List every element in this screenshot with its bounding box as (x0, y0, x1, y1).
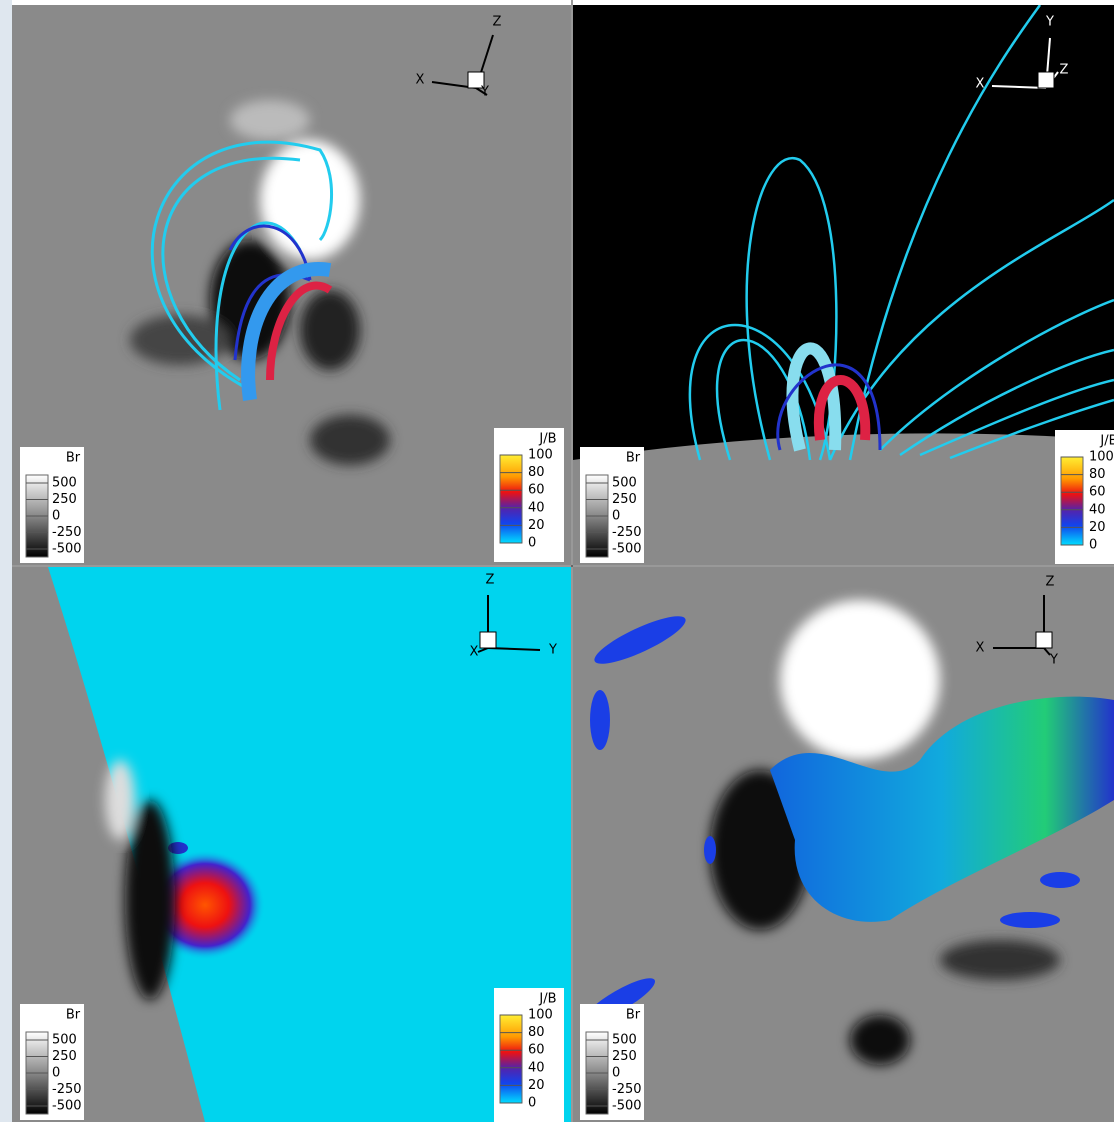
color-bar-label: 40 (528, 500, 545, 515)
axis-line (475, 87, 488, 96)
legend-title: J/B (538, 992, 556, 1007)
color-bar-label: 500 (612, 476, 637, 491)
axis-line (1043, 647, 1051, 656)
axis-label: X (416, 73, 425, 88)
panel-field-lines-top (12, 5, 571, 565)
color-bar-label: 100 (528, 1008, 553, 1023)
legend-title: Br (66, 1008, 81, 1023)
color-bar-label: 250 (612, 492, 637, 507)
axis-label: X (976, 641, 985, 656)
margin (0, 0, 12, 1122)
axis-label: Z (1060, 63, 1069, 78)
axis-cube (1037, 71, 1055, 89)
color-bar-label: -250 (52, 525, 82, 540)
color-bar-label: 60 (1089, 485, 1106, 500)
axis-label: Y (1049, 653, 1058, 668)
color-bar (1060, 456, 1084, 546)
color-bar-label: -500 (612, 542, 642, 557)
color-bar-label: 20 (1089, 520, 1106, 535)
color-bar-label: 0 (1089, 538, 1097, 553)
color-bar-label: 0 (528, 1096, 536, 1111)
color-bar-label: 0 (52, 1066, 60, 1081)
color-bar-label: 500 (52, 1033, 77, 1048)
color-bar-label: 0 (528, 536, 536, 551)
panel-field-lines-side (573, 5, 1114, 565)
axis-label: Z (1046, 575, 1055, 590)
color-bar-label: 0 (52, 509, 60, 524)
color-bar-label: 100 (1089, 450, 1114, 465)
axis-label: Z (493, 15, 502, 30)
color-bar-label: 20 (528, 518, 545, 533)
axis-label: Y (548, 643, 557, 658)
color-bar-label: 0 (612, 1066, 620, 1081)
legend-title: Br (626, 451, 641, 466)
color-bar-label: 60 (528, 483, 545, 498)
color-bar-label: 100 (528, 448, 553, 463)
color-bar (499, 454, 523, 544)
color-bar-label: -250 (612, 525, 642, 540)
color-bar-label: 250 (612, 1049, 637, 1064)
color-bar-label: -500 (52, 1099, 82, 1114)
axis-label: X (976, 77, 985, 92)
legend-title: Br (626, 1008, 641, 1023)
color-bar-label: 20 (528, 1078, 545, 1093)
axis-label: Z (486, 573, 495, 588)
axis-line (991, 85, 1047, 89)
color-bar-label: 80 (528, 465, 545, 480)
color-bar-label: 0 (612, 509, 620, 524)
color-bar-label: 500 (612, 1033, 637, 1048)
axis-cube (479, 631, 497, 649)
legend-title: Br (66, 451, 81, 466)
axis-cube (467, 71, 485, 89)
axis-line (477, 647, 489, 653)
axis-label: X (470, 645, 479, 660)
color-bar-label: 500 (52, 476, 77, 491)
color-bar-label: 80 (528, 1025, 545, 1040)
axis-label: Y (480, 85, 489, 100)
panel-isosurface (573, 567, 1114, 1122)
color-bar-label: -250 (52, 1082, 82, 1097)
color-bar-label: -250 (612, 1082, 642, 1097)
axis-label: Y (1045, 15, 1054, 30)
color-bar-label: -500 (52, 542, 82, 557)
color-bar (499, 1014, 523, 1104)
panel-current-slice (12, 567, 571, 1122)
color-bar-label: -500 (612, 1099, 642, 1114)
color-bar-label: 60 (528, 1043, 545, 1058)
axis-line (487, 647, 541, 651)
color-bar-label: 250 (52, 1049, 77, 1064)
color-bar-label: 250 (52, 492, 77, 507)
legend-title: J/B (538, 432, 556, 447)
axis-cube (1035, 631, 1053, 649)
color-bar-label: 40 (528, 1060, 545, 1075)
color-bar-label: 40 (1089, 502, 1106, 517)
color-bar-label: 80 (1089, 467, 1106, 482)
legend-title: J/B (1099, 434, 1114, 449)
